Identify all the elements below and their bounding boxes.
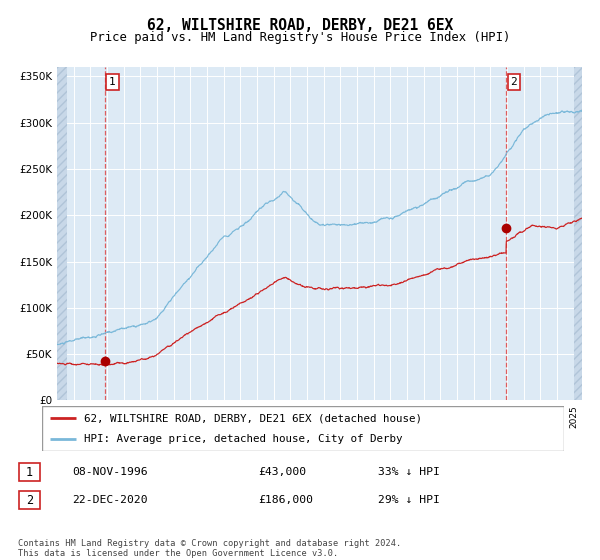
Text: £43,000: £43,000 — [258, 467, 306, 477]
Text: 62, WILTSHIRE ROAD, DERBY, DE21 6EX: 62, WILTSHIRE ROAD, DERBY, DE21 6EX — [147, 18, 453, 33]
Text: 33% ↓ HPI: 33% ↓ HPI — [378, 467, 440, 477]
Text: Contains HM Land Registry data © Crown copyright and database right 2024.
This d: Contains HM Land Registry data © Crown c… — [18, 539, 401, 558]
Text: 1: 1 — [26, 465, 33, 479]
Text: 22-DEC-2020: 22-DEC-2020 — [72, 495, 148, 505]
Text: 08-NOV-1996: 08-NOV-1996 — [72, 467, 148, 477]
Text: 1: 1 — [109, 77, 116, 87]
Text: £186,000: £186,000 — [258, 495, 313, 505]
Text: 62, WILTSHIRE ROAD, DERBY, DE21 6EX (detached house): 62, WILTSHIRE ROAD, DERBY, DE21 6EX (det… — [84, 413, 422, 423]
Text: Price paid vs. HM Land Registry's House Price Index (HPI): Price paid vs. HM Land Registry's House … — [90, 31, 510, 44]
Text: HPI: Average price, detached house, City of Derby: HPI: Average price, detached house, City… — [84, 433, 402, 444]
Text: 2: 2 — [26, 493, 33, 507]
Text: 29% ↓ HPI: 29% ↓ HPI — [378, 495, 440, 505]
Text: 2: 2 — [511, 77, 517, 87]
